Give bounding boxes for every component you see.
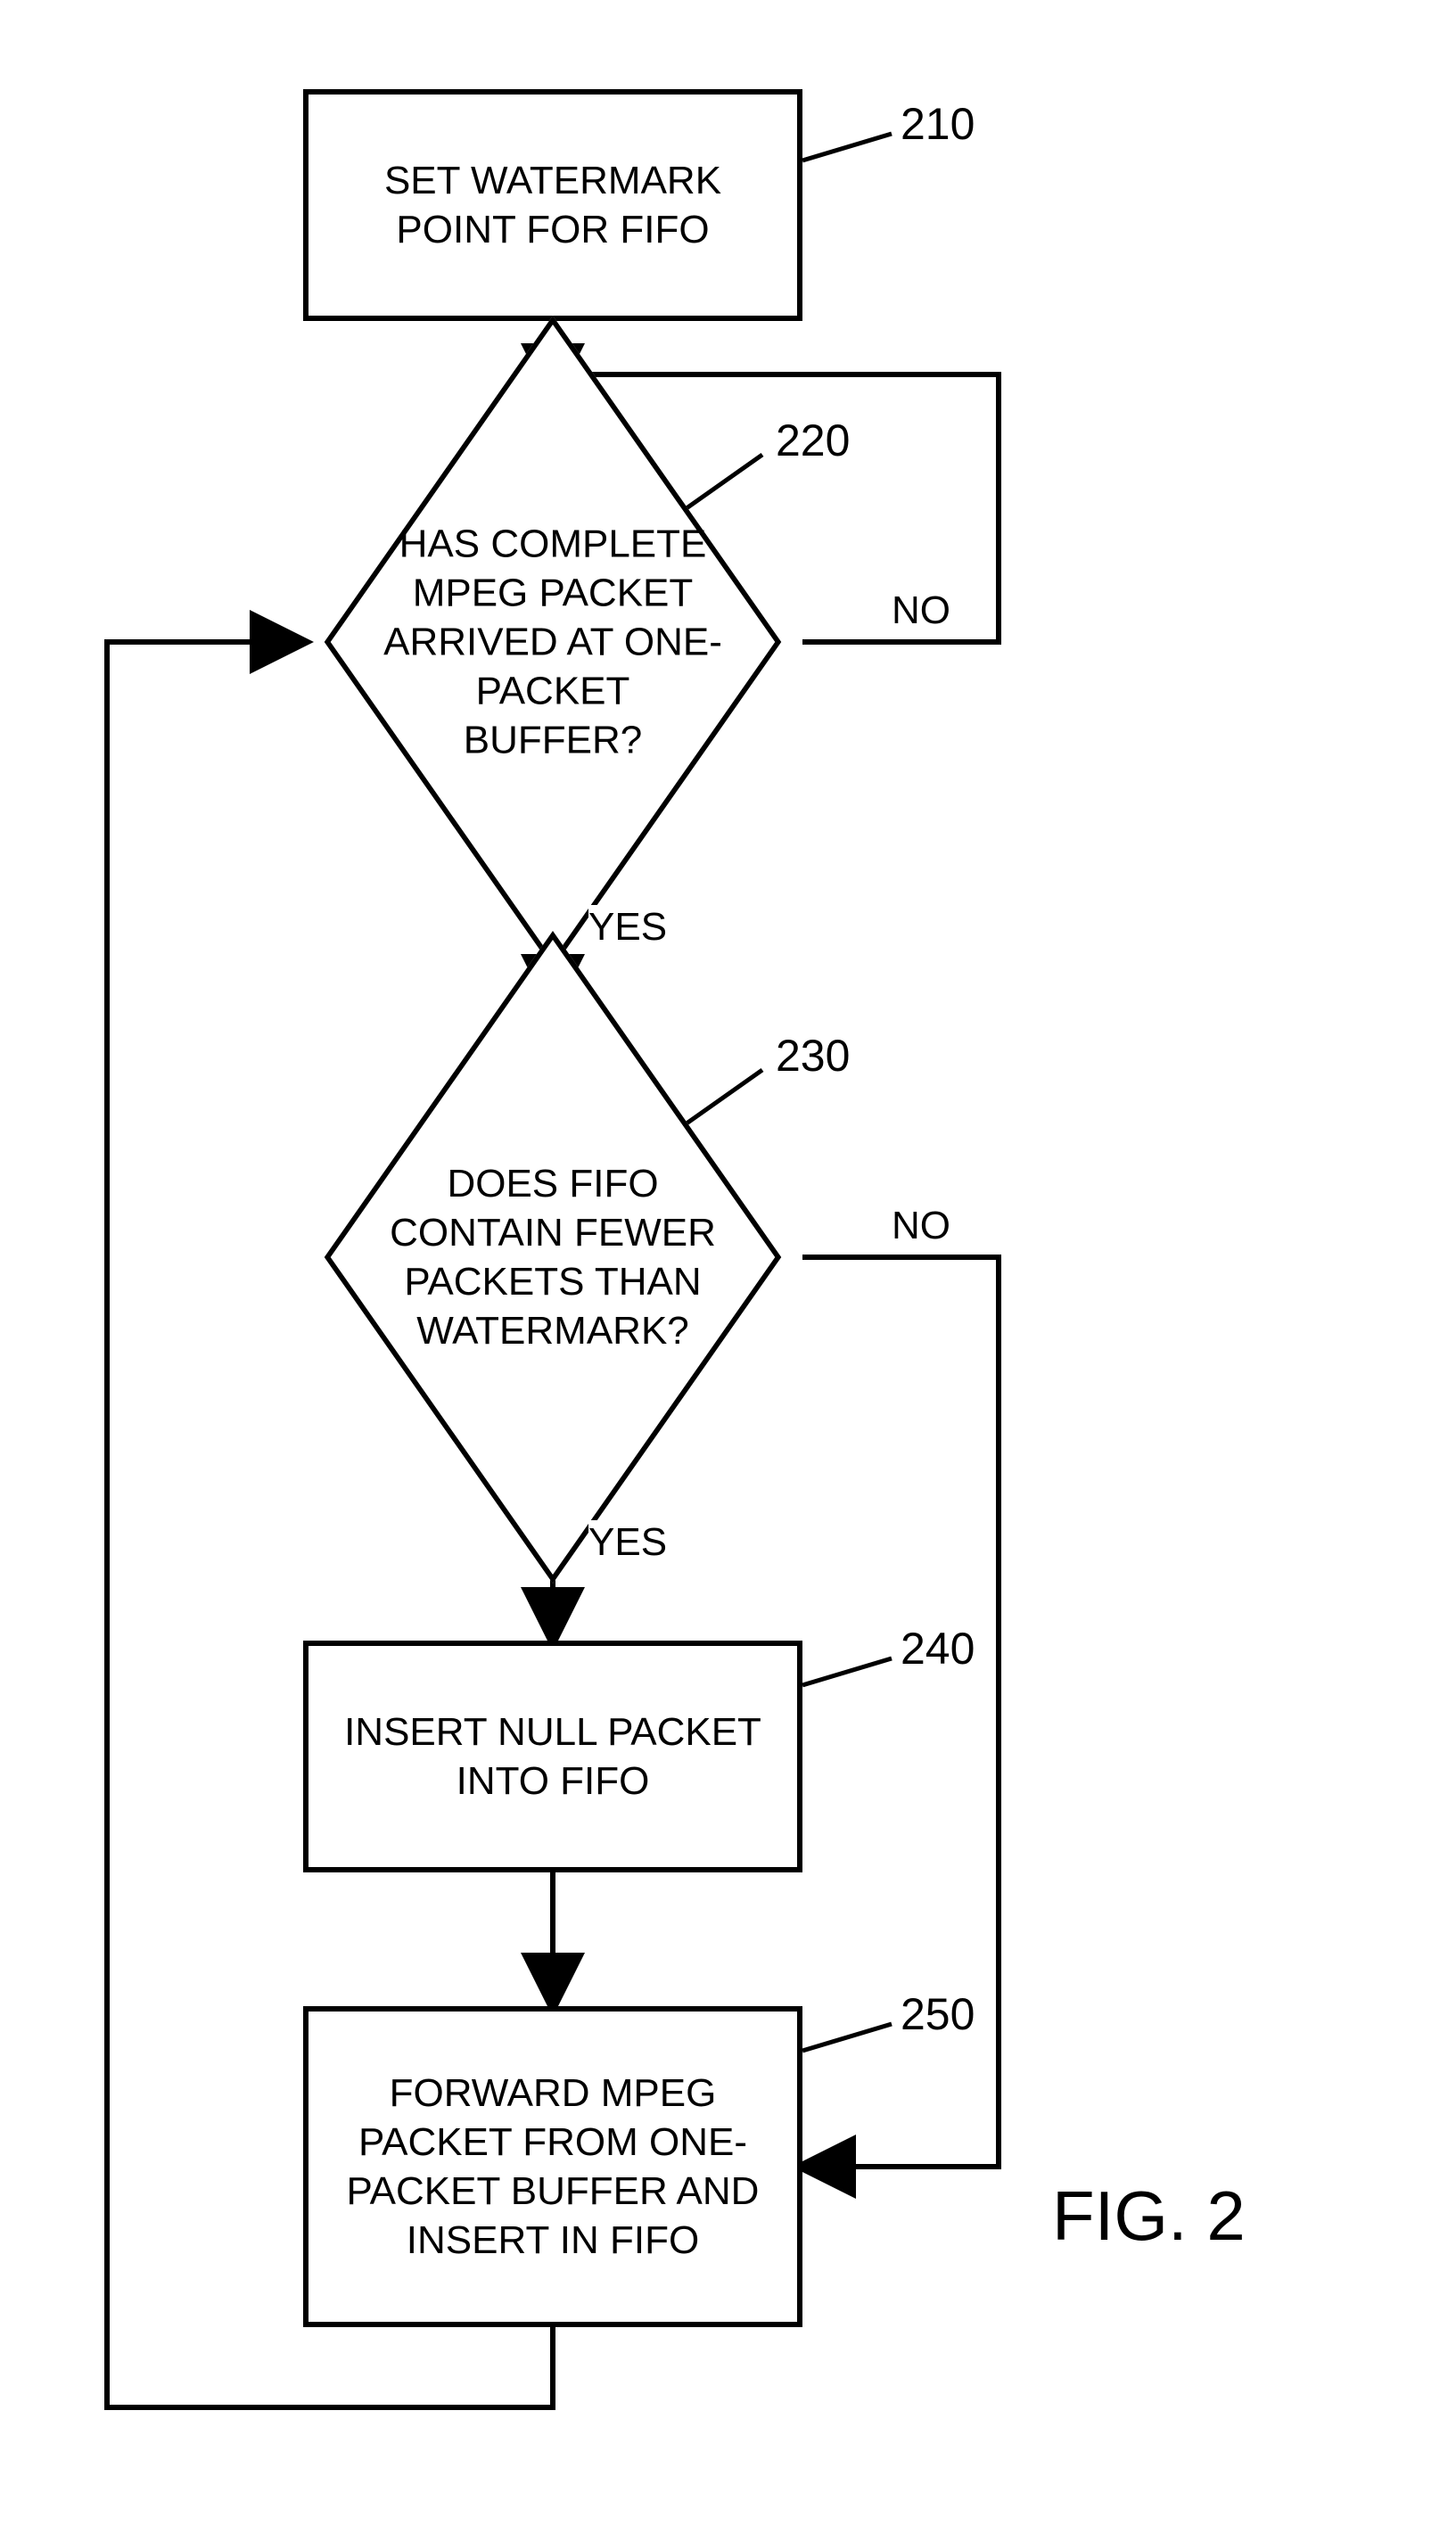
node-220-text: HAS COMPLETE MPEG PACKET ARRIVED AT ONE-… (357, 520, 749, 765)
node-240-text: INSERT NULL PACKET INTO FIFO (326, 1707, 779, 1806)
label-220-yes: YES (588, 905, 667, 950)
figure-label: FIG. 2 (1052, 2176, 1246, 2257)
node-210-text: SET WATERMARK POINT FOR FIFO (326, 156, 779, 254)
flowchart-canvas: SET WATERMARK POINT FOR FIFO 210 HAS COM… (0, 0, 1456, 2534)
ref-line-210 (802, 134, 892, 160)
node-250-text: FORWARD MPEG PACKET FROM ONE-PACKET BUFF… (326, 2069, 779, 2265)
ref-210: 210 (901, 98, 975, 150)
ref-line-250 (802, 2024, 892, 2051)
node-240: INSERT NULL PACKET INTO FIFO (303, 1641, 802, 1872)
label-230-no: NO (892, 1204, 950, 1248)
node-230: DOES FIFO CONTAIN FEWER PACKETS THAN WAT… (357, 1061, 749, 1453)
label-230-yes: YES (588, 1520, 667, 1565)
ref-230: 230 (776, 1030, 850, 1082)
node-230-text: DOES FIFO CONTAIN FEWER PACKETS THAN WAT… (357, 1159, 749, 1355)
label-220-no: NO (892, 588, 950, 633)
node-220: HAS COMPLETE MPEG PACKET ARRIVED AT ONE-… (357, 446, 749, 838)
node-250: FORWARD MPEG PACKET FROM ONE-PACKET BUFF… (303, 2006, 802, 2327)
ref-line-240 (802, 1658, 892, 1685)
node-210: SET WATERMARK POINT FOR FIFO (303, 89, 802, 321)
ref-250: 250 (901, 1988, 975, 2040)
ref-240: 240 (901, 1623, 975, 1674)
ref-220: 220 (776, 415, 850, 466)
